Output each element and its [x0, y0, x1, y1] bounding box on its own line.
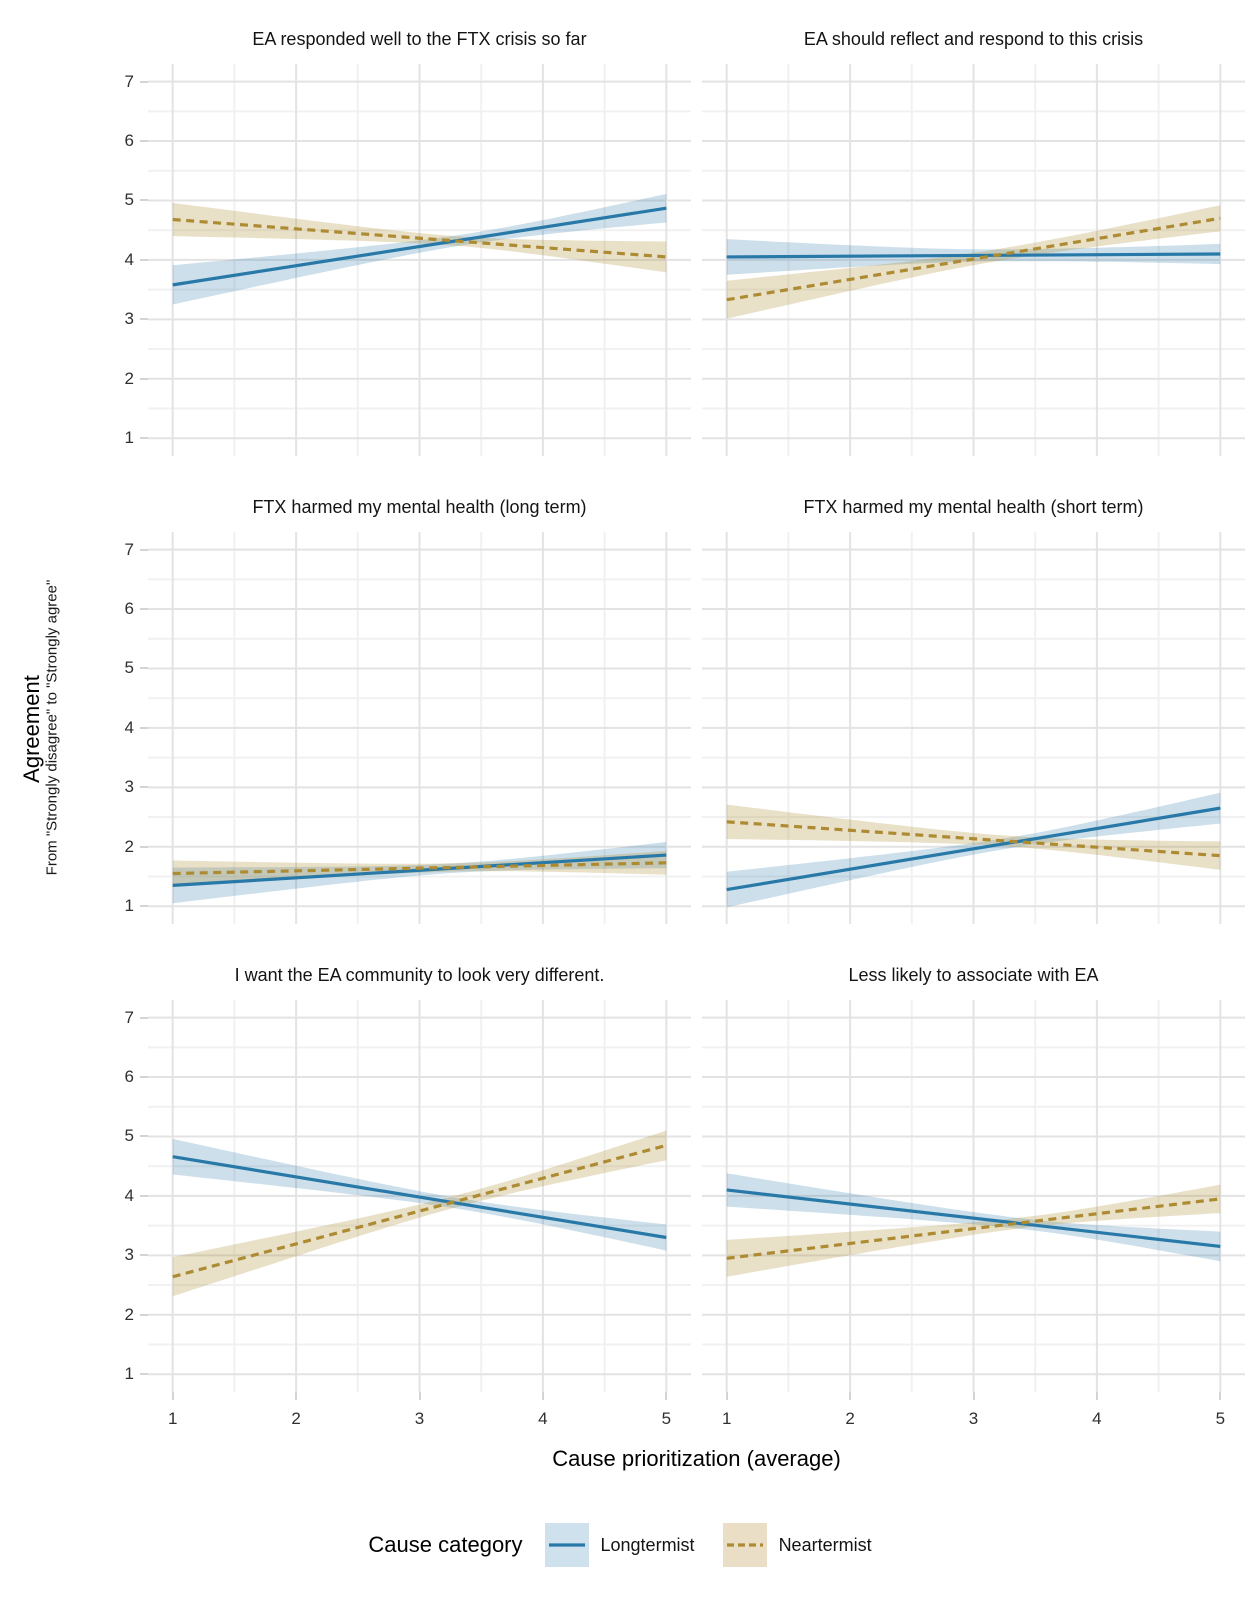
y-tick-mark	[140, 377, 148, 380]
y-tick-label: 3	[124, 1245, 134, 1265]
x-tick-mark	[725, 1392, 728, 1400]
facet-title: FTX harmed my mental health (long term)	[252, 497, 587, 517]
facet-plot	[702, 1000, 1245, 1392]
y-tick-label: 7	[124, 539, 134, 559]
y-tick-label: 1	[124, 896, 134, 916]
trend-line-longtermist	[172, 853, 667, 887]
y-tick-label: 5	[124, 190, 134, 210]
x-axis-title: Cause prioritization (average)	[552, 1446, 841, 1471]
y-tick-label: 4	[124, 249, 134, 269]
y-tick-mark	[140, 726, 148, 729]
x-tick-mark	[1095, 1392, 1098, 1400]
x-tick-label: 4	[538, 1409, 548, 1428]
y-tick-label: 3	[124, 309, 134, 329]
y-tick-label: 6	[124, 1067, 134, 1087]
y-tick-label: 2	[124, 1304, 134, 1324]
x-tick-mark	[295, 1392, 298, 1400]
legend-entry-neartermist: Neartermist	[722, 1523, 872, 1567]
y-axis-subtitle: From "Strongly disagree" to "Strongly ag…	[43, 579, 61, 876]
facet-title: I want the EA community to look very dif…	[234, 965, 605, 985]
trend-line-neartermist	[726, 820, 1221, 858]
trend-line-neartermist	[726, 216, 1221, 302]
x-tick-mark	[665, 1392, 668, 1400]
y-tick-mark	[140, 1016, 148, 1019]
legend-title: Cause category	[368, 1532, 523, 1557]
x-tick-mark	[1219, 1392, 1222, 1400]
x-tick-label: 5	[1215, 1409, 1226, 1428]
trend-line-longtermist	[726, 806, 1221, 892]
y-tick-label: 1	[124, 428, 134, 448]
facet-title: Less likely to associate with EA	[848, 965, 1099, 985]
y-tick-label: 5	[124, 1126, 134, 1146]
y-tick-mark	[140, 786, 148, 789]
y-axis-title: Agreement	[19, 675, 44, 783]
x-tick-label: 1	[721, 1409, 732, 1428]
facet-plot	[148, 64, 691, 456]
y-tick-mark	[140, 140, 148, 143]
facet-plot	[702, 532, 1245, 924]
facet-title: EA responded well to the FTX crisis so f…	[252, 29, 587, 49]
x-tick-label: 4	[1092, 1409, 1102, 1428]
x-tick-label: 1	[167, 1409, 178, 1428]
trend-line-neartermist	[172, 861, 667, 876]
trend-line-neartermist	[172, 217, 667, 259]
facet-plot	[702, 64, 1245, 456]
y-tick-label: 4	[124, 1185, 134, 1205]
y-tick-label: 5	[124, 658, 134, 678]
y-tick-mark	[140, 1254, 148, 1257]
y-tick-mark	[140, 845, 148, 848]
trend-line-longtermist	[726, 1188, 1221, 1249]
y-tick-mark	[140, 437, 148, 440]
trend-line-longtermist	[726, 252, 1221, 259]
y-tick-mark	[140, 1194, 148, 1197]
y-tick-mark	[140, 548, 148, 551]
x-tick-mark	[171, 1392, 174, 1400]
x-tick-mark	[972, 1392, 975, 1400]
trend-line-neartermist	[726, 1197, 1221, 1260]
x-tick-label: 3	[968, 1409, 979, 1428]
x-tick-label: 3	[414, 1409, 425, 1428]
x-tick-label: 2	[845, 1409, 855, 1428]
y-tick-label: 1	[124, 1364, 134, 1384]
y-tick-mark	[140, 667, 148, 670]
y-tick-label: 4	[124, 717, 134, 737]
longtermist-key-swatch	[544, 1523, 589, 1567]
y-tick-mark	[140, 1135, 148, 1138]
x-tick-label: 2	[291, 1409, 301, 1428]
legend: Cause category Longtermist Neartermist	[0, 1505, 1254, 1585]
legend-label-neartermist: Neartermist	[778, 1534, 872, 1555]
y-tick-mark	[140, 318, 148, 321]
legend-label-longtermist: Longtermist	[600, 1534, 695, 1555]
legend-entry-longtermist: Longtermist	[544, 1523, 695, 1567]
x-tick-mark	[541, 1392, 544, 1400]
facet-plot	[148, 1000, 691, 1392]
y-tick-mark	[140, 1313, 148, 1316]
x-tick-label: 5	[661, 1409, 672, 1428]
y-tick-mark	[140, 80, 148, 83]
facet-title: FTX harmed my mental health (short term)	[803, 497, 1144, 517]
y-tick-label: 3	[124, 777, 134, 797]
x-tick-mark	[418, 1392, 421, 1400]
trend-line-longtermist	[172, 206, 667, 287]
y-tick-mark	[140, 258, 148, 261]
x-tick-mark	[849, 1392, 852, 1400]
y-tick-label: 7	[124, 1007, 134, 1027]
y-tick-mark	[140, 608, 148, 611]
y-tick-mark	[140, 1373, 148, 1376]
facet-plot	[148, 532, 691, 924]
y-tick-mark	[140, 905, 148, 908]
y-tick-label: 6	[124, 131, 134, 151]
facet-title: EA should reflect and respond to this cr…	[803, 29, 1144, 49]
y-tick-mark	[140, 199, 148, 202]
y-tick-label: 6	[124, 599, 134, 619]
trend-line-longtermist	[172, 1155, 667, 1240]
y-tick-label: 7	[124, 71, 134, 91]
neartermist-key-swatch	[722, 1523, 767, 1567]
y-tick-label: 2	[124, 836, 134, 856]
trend-line-neartermist	[172, 1143, 667, 1279]
y-tick-mark	[140, 1076, 148, 1079]
y-tick-label: 2	[124, 368, 134, 388]
